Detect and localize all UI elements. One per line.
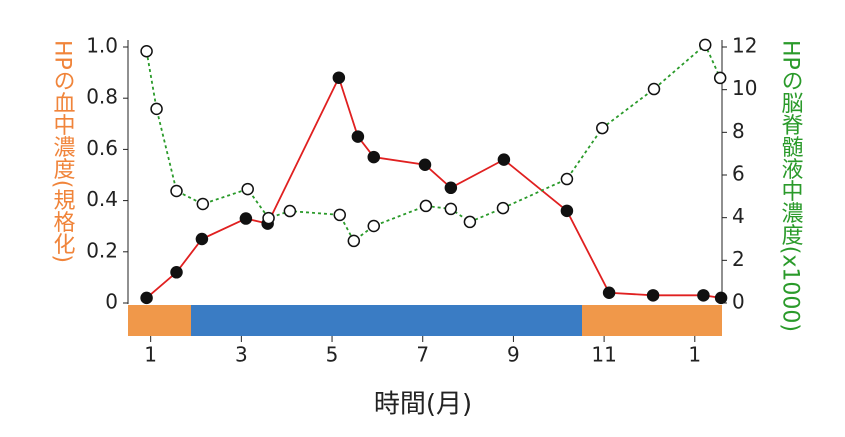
point bbox=[444, 181, 458, 195]
point bbox=[262, 211, 275, 225]
point bbox=[497, 153, 511, 166]
point bbox=[140, 291, 153, 305]
line bbox=[146, 75, 722, 299]
y-axis-label: HPの血中濃度(規格化) bbox=[50, 40, 76, 263]
x-tick-label: 7 bbox=[416, 343, 429, 367]
y-tick-label: 0.6 bbox=[86, 136, 118, 160]
y2-axis-label: HPの脳脊髄液中濃度(x1000) bbox=[778, 40, 804, 332]
season-bar bbox=[128, 305, 191, 336]
point bbox=[713, 71, 727, 85]
point bbox=[714, 291, 728, 305]
point bbox=[351, 130, 365, 143]
point bbox=[367, 219, 381, 233]
point bbox=[560, 204, 574, 218]
y2-tick-label: 12 bbox=[732, 34, 757, 58]
point bbox=[560, 172, 574, 186]
point bbox=[196, 197, 210, 211]
point bbox=[241, 182, 254, 196]
y2-tick-label: 8 bbox=[732, 119, 745, 143]
point bbox=[283, 204, 297, 218]
line bbox=[145, 43, 722, 243]
point bbox=[170, 184, 183, 198]
y2-tick-label: 6 bbox=[732, 162, 745, 186]
point bbox=[150, 102, 163, 116]
point bbox=[646, 289, 660, 302]
season-bar bbox=[582, 305, 722, 336]
x-tick-label: 5 bbox=[326, 343, 339, 367]
point bbox=[463, 215, 477, 229]
point bbox=[496, 201, 510, 215]
y2-tick-label: 2 bbox=[732, 247, 745, 271]
x-tick-label: 3 bbox=[235, 343, 248, 367]
y-tick-label: 0 bbox=[105, 290, 118, 314]
season-bar bbox=[191, 305, 582, 336]
y-tick-label: 1.0 bbox=[86, 34, 118, 58]
x-tick-label: 1 bbox=[688, 343, 701, 367]
x-axis-label: 時間(月) bbox=[374, 390, 472, 420]
y-tick-label: 0.2 bbox=[86, 238, 118, 262]
point bbox=[367, 150, 381, 164]
point bbox=[602, 286, 616, 300]
point bbox=[347, 234, 361, 248]
y2-tick-label: 4 bbox=[732, 204, 745, 228]
point bbox=[697, 289, 710, 302]
y2-tick-label: 10 bbox=[732, 76, 757, 100]
x-tick-label: 1 bbox=[144, 343, 157, 367]
point bbox=[239, 212, 253, 225]
x-tick-label: 9 bbox=[507, 343, 520, 367]
point bbox=[596, 121, 609, 135]
point bbox=[333, 208, 347, 222]
point bbox=[170, 266, 183, 279]
y-tick-label: 0.4 bbox=[86, 187, 118, 211]
y2-tick-label: 0 bbox=[732, 290, 745, 314]
point bbox=[647, 82, 661, 96]
point bbox=[332, 71, 346, 84]
point bbox=[195, 232, 209, 246]
point bbox=[698, 38, 712, 52]
point bbox=[140, 45, 153, 58]
x-tick-label: 11 bbox=[591, 343, 616, 367]
point bbox=[444, 202, 458, 216]
point bbox=[418, 158, 432, 172]
y-tick-label: 0.8 bbox=[86, 85, 118, 109]
point bbox=[419, 199, 433, 213]
